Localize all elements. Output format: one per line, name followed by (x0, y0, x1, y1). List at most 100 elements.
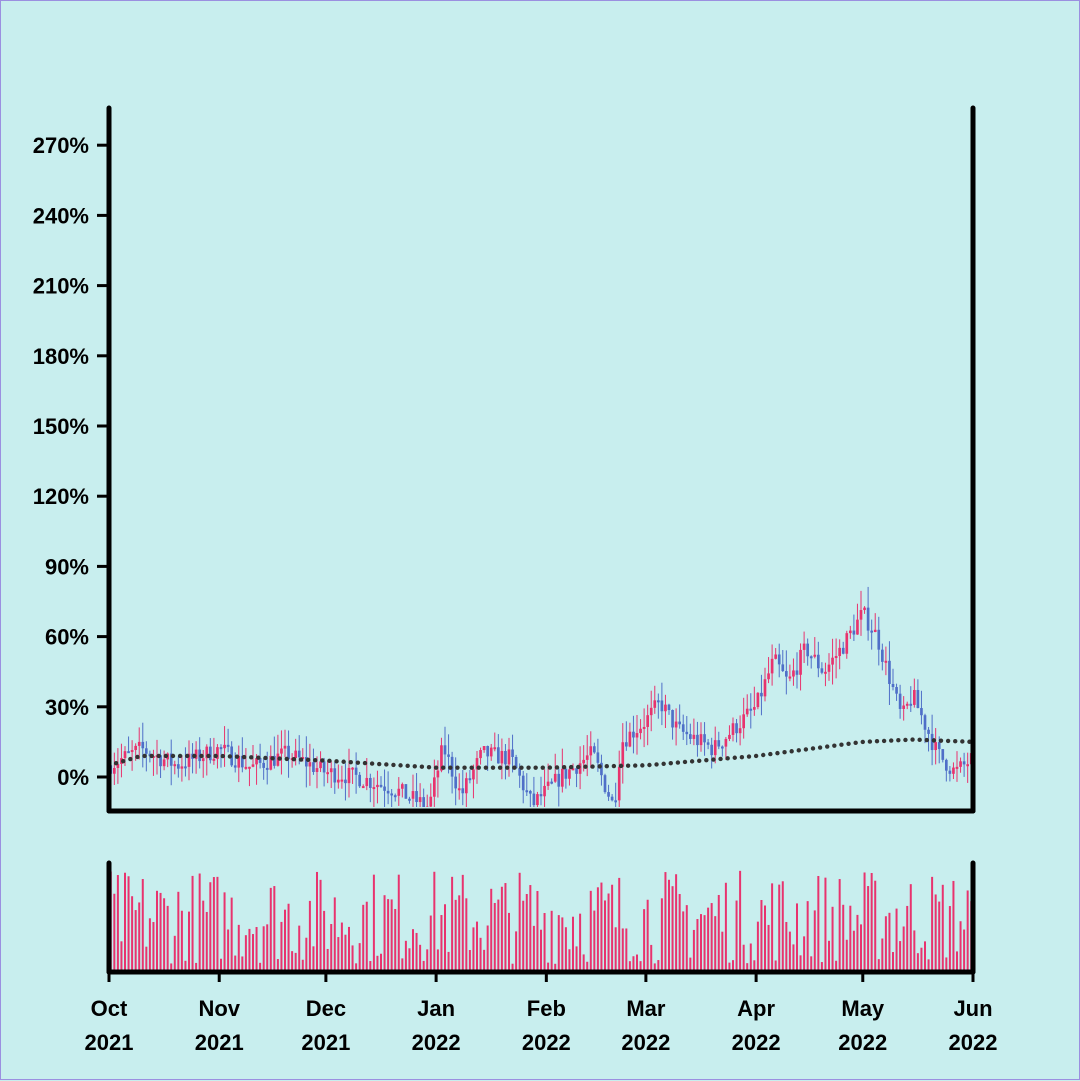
trend-point (583, 764, 588, 769)
trend-point (554, 765, 560, 770)
trend-point (469, 765, 474, 770)
volume-bar (557, 915, 560, 972)
candle-body (521, 775, 525, 791)
volume-bar (490, 888, 493, 972)
candle-body (667, 704, 671, 711)
candle-body (383, 786, 386, 791)
volume-bar (582, 954, 585, 972)
volume-bar (806, 901, 809, 972)
volume-bar (909, 884, 912, 972)
volume-bar (390, 899, 393, 972)
candle-body (468, 778, 472, 781)
candle-body (337, 779, 340, 783)
y-tick-label: 0% (57, 765, 89, 790)
volume-bar (404, 940, 407, 972)
trend-point (597, 764, 602, 769)
volume-bar (948, 906, 951, 972)
volume-bar (291, 951, 294, 972)
volume-bar (703, 915, 706, 972)
trend-point (320, 758, 325, 763)
trend-point (846, 741, 851, 746)
trend-point (156, 753, 161, 759)
volume-bar (440, 915, 443, 972)
candle-body (593, 746, 596, 753)
candle-body (923, 715, 927, 730)
volume-bar (607, 893, 610, 972)
volume-bar (959, 921, 962, 972)
candle-body (713, 740, 717, 756)
candle-body (258, 758, 262, 763)
candle-body (909, 703, 913, 706)
candle-body (418, 797, 422, 803)
trend-point (298, 757, 304, 762)
x-tick-month: Feb (527, 996, 566, 1021)
candle-body (361, 786, 365, 789)
candle-body (294, 750, 297, 759)
candle-body (201, 758, 205, 762)
candle-body (340, 779, 344, 782)
candle-body (710, 744, 713, 756)
volume-bar (632, 956, 635, 972)
candle-body (319, 761, 322, 769)
trend-point (448, 765, 453, 770)
candle-body (436, 770, 440, 778)
volume-bar (436, 949, 439, 972)
volume-bar (461, 874, 464, 972)
volume-bar (255, 927, 258, 972)
candle-body (454, 776, 457, 789)
trend-point (192, 753, 197, 759)
trend-point (960, 739, 965, 744)
volume-bar (860, 924, 862, 972)
volume-bar (333, 897, 336, 972)
volume-bar (913, 930, 916, 972)
trend-point (867, 739, 873, 744)
volume-bar (589, 890, 592, 972)
candle-body (884, 660, 888, 663)
trend-point (917, 737, 922, 743)
candle-body (941, 749, 945, 760)
volume-bar (148, 918, 151, 972)
candle-body (866, 607, 870, 631)
volume-bar (124, 872, 126, 972)
trend-point (284, 756, 289, 762)
x-tick-month: May (841, 996, 885, 1021)
trend-point (732, 755, 737, 760)
candle-body (888, 660, 891, 684)
volume-bar (717, 894, 720, 972)
volume-bar (369, 961, 372, 972)
volume-bar (365, 901, 368, 972)
candle-body (322, 761, 326, 773)
trend-point (490, 765, 496, 770)
volume-bar (298, 925, 301, 972)
candle-body (482, 746, 486, 751)
volume-bar (927, 959, 930, 972)
candle-body (333, 768, 337, 783)
candle-body (511, 749, 514, 757)
volume-bar (579, 913, 582, 972)
candle-body (194, 749, 198, 759)
candle-body (962, 761, 966, 765)
trend-point (903, 737, 908, 743)
volume-bar (180, 910, 183, 972)
volume-bar (209, 882, 212, 972)
volume-bar (401, 958, 404, 972)
volume-bar (486, 925, 489, 972)
candle-body (116, 763, 120, 768)
candle-body (852, 630, 856, 635)
volume-bar (380, 953, 382, 972)
candle-body (959, 761, 962, 767)
volume-bar (828, 940, 830, 972)
candles-layer (109, 586, 973, 807)
volume-bar (237, 924, 240, 972)
volume-bar (116, 875, 119, 972)
candle-body (955, 766, 959, 769)
candle-body (813, 654, 817, 657)
candle-body (123, 751, 127, 759)
candle-body (351, 767, 354, 770)
trend-point (931, 738, 937, 743)
candle-body (358, 774, 361, 787)
trend-point (697, 758, 702, 763)
volume-bar (326, 948, 329, 972)
trend-point (611, 763, 617, 769)
volume-bar (746, 963, 749, 972)
